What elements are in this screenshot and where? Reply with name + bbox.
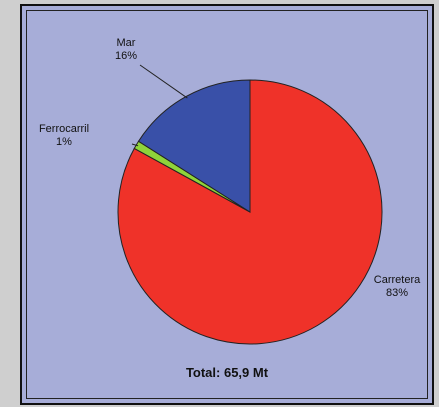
pie-slice-mar	[137, 79, 251, 213]
chart-inner-border	[26, 10, 428, 399]
chart-frame: Carretera 83% Ferrocarril 1% Mar 16% Total: 6…	[20, 4, 434, 405]
slice-value-carretera: 83%	[386, 287, 408, 299]
slice-value-ferrocarril: 1%	[56, 136, 72, 148]
leader-line-ferrocarril	[131, 143, 139, 147]
leader-line-mar	[139, 64, 188, 99]
slice-name-carretera: Carretera	[374, 274, 421, 286]
total-label: Total: 65,9 Mt	[186, 365, 269, 380]
slice-value-mar: 16%	[115, 50, 137, 62]
pie-slice-carretera	[117, 79, 383, 345]
slice-name-ferrocarril: Ferrocarril	[39, 123, 89, 135]
slice-name-mar: Mar	[117, 37, 136, 49]
